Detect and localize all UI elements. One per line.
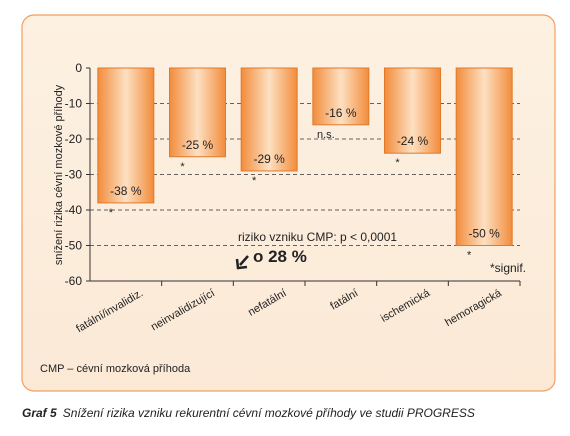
y-axis-label: snížení rizika cévní mozkové příhody xyxy=(53,84,65,265)
marker-label: * xyxy=(467,250,472,262)
annotation: *signif. xyxy=(490,261,526,275)
footnote: CMP – cévní mozková příhoda xyxy=(40,363,191,375)
marker-label: * xyxy=(252,175,257,187)
bar xyxy=(384,67,441,154)
marker-label: * xyxy=(395,157,400,169)
marker-label: * xyxy=(109,207,114,219)
y-tick-label: 0 xyxy=(75,61,82,75)
bar xyxy=(455,67,513,246)
annotation: o 28 % xyxy=(253,247,307,266)
marker-label: n.s. xyxy=(317,129,335,141)
value-label: -25 % xyxy=(182,138,214,152)
bar xyxy=(169,67,226,158)
caption-text: Snížení rizika vzniku rekurentní cévní m… xyxy=(63,406,475,420)
caption-label: Graf 5 xyxy=(22,406,57,420)
y-tick-label: -10 xyxy=(65,97,83,111)
arrow xyxy=(235,255,249,270)
value-label: -38 % xyxy=(110,184,142,198)
bar xyxy=(240,67,298,172)
value-label: -50 % xyxy=(468,227,500,241)
y-tick-label: -30 xyxy=(65,168,83,182)
caption: Graf 5 Snížení rizika vzniku rekurentní c… xyxy=(22,406,475,420)
bar xyxy=(97,67,155,204)
value-label: -29 % xyxy=(253,152,285,166)
y-tick-label: -40 xyxy=(65,203,83,217)
y-tick-label: -60 xyxy=(65,274,83,288)
value-label: -16 % xyxy=(325,106,357,120)
annotation: riziko vzniku CMP: p < 0,0001 xyxy=(238,230,397,244)
bar xyxy=(312,67,370,126)
value-label: -24 % xyxy=(397,134,429,148)
y-tick-label: -50 xyxy=(65,239,83,253)
y-tick-label: -20 xyxy=(65,132,83,146)
marker-label: * xyxy=(180,161,185,173)
